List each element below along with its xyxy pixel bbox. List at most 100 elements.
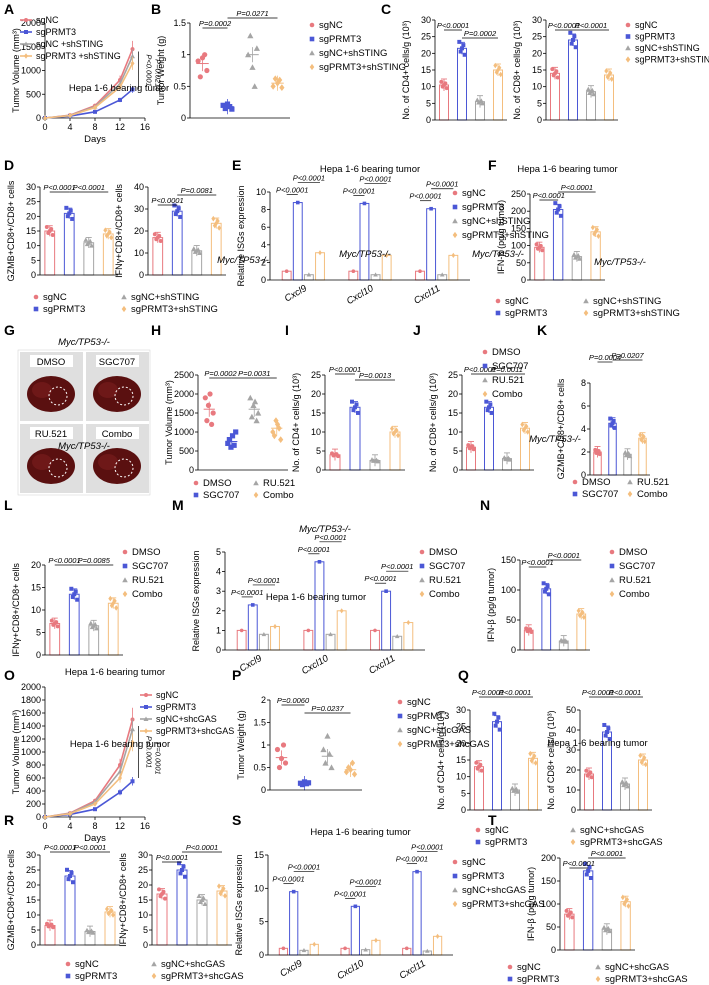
y-tick-label: 25 [456, 722, 466, 732]
legend: sgNC sgPRMT3 sgNC+shcGAS sgPRMT3+shcGAS [397, 697, 490, 750]
legend-label: sgNC+shcGAS [161, 959, 225, 970]
y-axis-label: IFNγ+CD8+/CD8+ cells [114, 184, 124, 278]
y-tick-label: 40 [566, 725, 576, 735]
data-point [112, 598, 117, 604]
p-value-label: P<0.0001 [314, 533, 346, 542]
data-point [328, 632, 333, 637]
legend-marker [253, 480, 259, 486]
y-tick-label: 1500 [21, 42, 41, 52]
data-point [429, 206, 433, 211]
data-point [64, 205, 69, 210]
data-point [470, 444, 475, 449]
p-value-label: P<0.0001 [609, 688, 641, 697]
data-point [643, 761, 648, 768]
legend-marker [507, 964, 513, 970]
data-point [577, 256, 583, 261]
data-point [353, 405, 357, 410]
data-point [595, 226, 600, 233]
legend-marker [625, 45, 631, 51]
p-value-label: P=0.0002 [464, 29, 497, 38]
panel-title: Hepa 1-6 bearing tumor [70, 739, 170, 750]
panel-letter-O: O [4, 667, 15, 683]
legend-marker [452, 887, 458, 893]
data-point [229, 433, 236, 439]
legend-label: sgPRMT3 [43, 304, 85, 315]
bar [292, 202, 303, 281]
legend-marker [419, 577, 425, 583]
p-value-label: P=0.0207 [611, 351, 644, 360]
liver-lobe [98, 382, 118, 398]
photo-label: RU.521 [35, 429, 67, 440]
data-point [541, 581, 546, 586]
data-point [94, 625, 100, 631]
panel-Q2: 0 10 20 30 40 50 No. of CD8+ cells/g (10³) P<0.… [546, 688, 652, 815]
bar [493, 69, 503, 121]
y-tick-label: 0 [189, 465, 194, 475]
y-tick-label: 1500 [174, 408, 194, 418]
data-point [556, 207, 561, 212]
bar [315, 252, 325, 281]
panel-letter-K: K [537, 322, 547, 338]
y-tick-label: 400 [26, 786, 41, 796]
data-point [317, 560, 322, 564]
data-point [457, 39, 462, 44]
data-point [105, 906, 109, 912]
x-axis-label: Days [84, 134, 106, 145]
data-point [343, 946, 347, 951]
x-tick-label: Cxcl10 [345, 283, 376, 307]
data-point [253, 45, 260, 51]
data-point [106, 910, 111, 917]
data-point [69, 870, 74, 875]
y-tick-label: 1.5 [173, 18, 186, 28]
p-value-label: P=0.0004 [589, 353, 621, 362]
panel-title: Hepa 1-6 bearing tumor [517, 164, 617, 175]
legend-label: Combo [263, 490, 294, 501]
p-value-label: P=0.0001 [154, 742, 163, 774]
legend-marker [452, 900, 458, 908]
data-point [602, 722, 607, 727]
data-point [68, 208, 73, 213]
y-tick-label: 600 [26, 773, 41, 783]
y-tick-label: 50 [546, 922, 556, 932]
data-point [542, 589, 547, 594]
p-value-label: P=0.0011 [491, 365, 523, 374]
x-tick-label: Cxcl11 [367, 653, 397, 677]
legend-marker [309, 22, 315, 28]
data-point [195, 247, 201, 252]
bar [44, 230, 56, 276]
legend-marker [627, 479, 633, 485]
y-tick-label: 0 [181, 113, 186, 123]
p-value-label: P<0.0001 [582, 688, 614, 697]
data-point [585, 86, 591, 92]
legend: sgNC sgNC+shSTING sgPRMT3 sgPRMT3+shSTING [33, 292, 218, 315]
panel-title: Myc/TP53-/- [217, 255, 269, 266]
panel-letter-T: T [488, 812, 497, 828]
y-tick-label: 0 [36, 650, 41, 660]
data-point [626, 903, 631, 909]
data-point [587, 865, 592, 870]
y-tick-label: 15 [138, 895, 148, 905]
data-point [205, 402, 212, 408]
x-tick-label: 12 [115, 122, 125, 132]
data-point [109, 602, 114, 609]
y-tick-label: 15 [456, 755, 466, 765]
legend-marker [65, 961, 71, 967]
data-point [497, 727, 502, 732]
data-point [278, 755, 285, 762]
data-point [576, 607, 581, 614]
p-value-label: P<0.0001 [73, 183, 105, 192]
legend-marker [625, 56, 631, 63]
legend-label: sgNC [156, 690, 179, 700]
legend-label: sgPRMT3 [517, 974, 559, 985]
photo-label: DMSO [37, 357, 66, 368]
data-point [642, 438, 647, 445]
tumor-outline [48, 386, 68, 406]
legend-label: sgNC [407, 697, 431, 708]
panel-title: Myc/TP53-/- [594, 257, 646, 268]
data-point [233, 429, 239, 435]
p-value-label: P<0.0001 [44, 843, 76, 852]
y-axis-label: GZMB+CD8+/CD8+ cells [6, 180, 16, 281]
y-tick-label: 20 [134, 226, 144, 236]
bar [107, 602, 119, 656]
